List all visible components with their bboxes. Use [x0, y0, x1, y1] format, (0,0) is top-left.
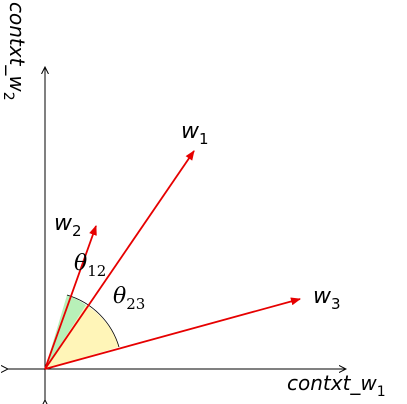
y-axis-label: contxt_w2	[0, 2, 29, 101]
vector-w1	[44, 150, 195, 370]
label-w3: w3	[313, 284, 341, 313]
label-w1: w1	[181, 119, 209, 148]
vector-w3	[44, 297, 301, 370]
angle-arc	[66, 294, 120, 348]
angle-theta23-wedge	[45, 305, 119, 369]
label-w2: w2	[54, 211, 82, 240]
vector-w2	[44, 225, 97, 370]
x-axis-label: contxt_w1	[287, 371, 386, 400]
angle-theta12-wedge	[45, 295, 86, 369]
label-theta23: θ23	[113, 284, 145, 313]
label-theta12: θ12	[74, 251, 106, 280]
